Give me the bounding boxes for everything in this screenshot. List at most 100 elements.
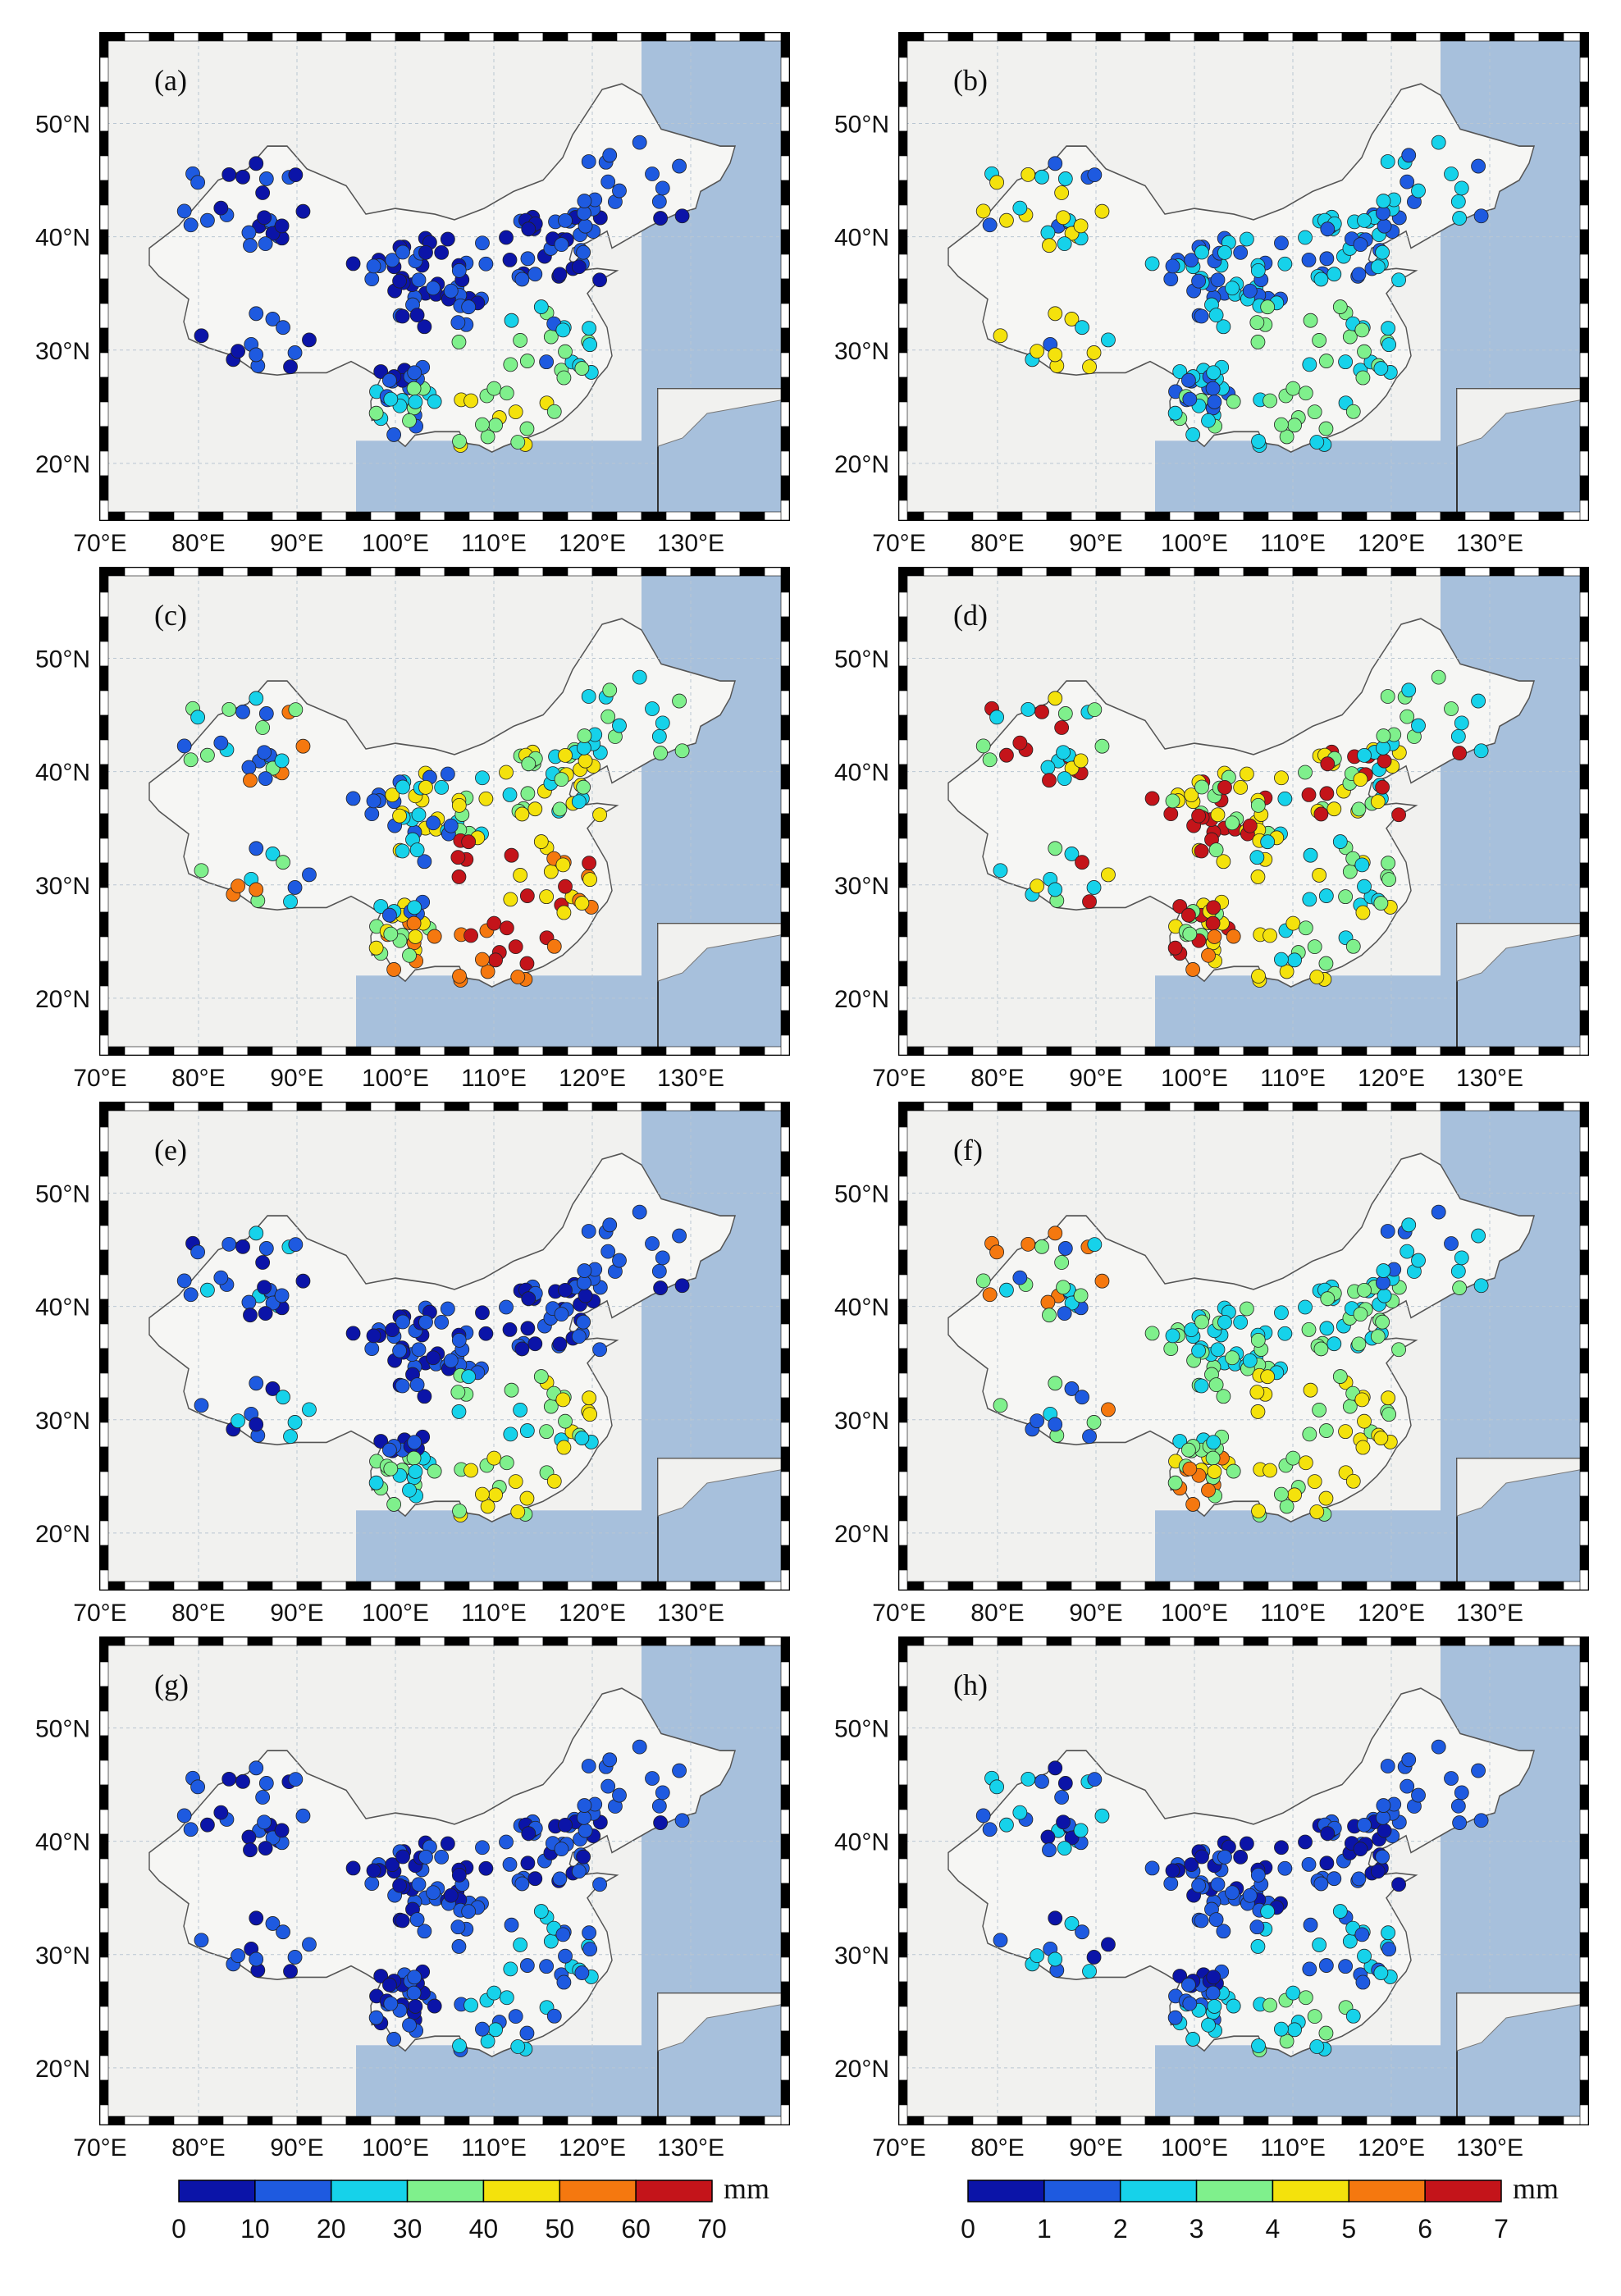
frame-tick <box>780 1710 790 1737</box>
frame-tick <box>1144 1581 1171 1591</box>
frame-tick <box>395 567 421 577</box>
station-dot <box>502 787 518 802</box>
station-dot <box>231 1413 245 1429</box>
frame-tick <box>99 377 109 403</box>
station-dot <box>1377 1823 1392 1838</box>
station-dot <box>999 1282 1014 1298</box>
lat-tick-label: 20°N <box>834 451 889 478</box>
station-dot <box>527 1336 543 1352</box>
colorbar-tick-label: 4 <box>1266 2214 1281 2244</box>
station-dot <box>674 743 690 759</box>
frame-tick <box>99 1883 109 1909</box>
frame-tick <box>898 1907 908 1933</box>
station-dot <box>434 779 450 795</box>
frame-tick <box>1579 665 1589 692</box>
station-dot <box>1319 251 1335 267</box>
frame-tick <box>1579 1446 1589 1472</box>
station-dot <box>645 167 660 181</box>
frame-tick <box>898 130 908 157</box>
frame-tick <box>665 2116 692 2125</box>
station-dot <box>1452 211 1468 226</box>
frame-tick <box>345 1636 372 1646</box>
station-dot <box>578 218 593 234</box>
station-dot <box>1201 413 1216 428</box>
frame-tick <box>616 1102 642 1111</box>
station-dot <box>539 1424 554 1440</box>
station-dot <box>1048 1226 1063 1241</box>
station-dot <box>366 1863 381 1878</box>
frame-tick <box>296 32 322 42</box>
frame-tick <box>148 1102 175 1111</box>
frame-tick <box>1579 764 1589 790</box>
station-dot <box>190 175 206 190</box>
frame-tick <box>780 936 790 962</box>
colorbar-unit: mm <box>1513 2172 1559 2205</box>
frame-tick <box>1579 1397 1589 1423</box>
frame-tick <box>99 1932 109 1958</box>
lat-tick-label: 20°N <box>834 1521 889 1548</box>
station-dot <box>1370 1329 1386 1344</box>
frame-tick <box>780 2055 790 2081</box>
station-dot <box>571 259 587 275</box>
station-dot <box>1217 1849 1232 1865</box>
station-dot <box>1250 1404 1266 1419</box>
lon-tick-label: 70°E <box>872 530 925 557</box>
frame-tick <box>395 511 421 521</box>
station-dot <box>243 773 258 788</box>
station-dot <box>258 171 274 186</box>
station-dot <box>1401 148 1417 163</box>
station-dot <box>1056 745 1071 760</box>
station-dot <box>475 2021 490 2037</box>
frame-tick <box>395 1102 421 1111</box>
frame-tick <box>345 511 372 521</box>
frame-tick <box>1218 1102 1244 1111</box>
frame-tick <box>780 788 790 815</box>
frame-tick <box>1095 1581 1121 1591</box>
frame-tick <box>173 1046 199 1056</box>
frame-tick <box>518 511 544 521</box>
frame-tick <box>1144 1636 1171 1646</box>
station-dot <box>1048 1760 1063 1776</box>
frame-tick <box>1317 1102 1343 1111</box>
station-dot <box>478 1326 494 1341</box>
lon-tick-label: 80°E <box>970 2134 1024 2161</box>
station-dot <box>1182 926 1198 942</box>
station-dot <box>1355 1440 1371 1455</box>
frame-tick <box>665 511 692 521</box>
station-dot <box>255 720 271 735</box>
frame-tick <box>345 1046 372 1056</box>
frame-tick <box>1169 511 1195 521</box>
frame-tick <box>1341 1581 1368 1591</box>
colorbar-bin <box>1195 2180 1274 2202</box>
station-dot <box>510 435 526 450</box>
station-dot <box>499 765 514 780</box>
station-dot <box>1377 1288 1392 1303</box>
frame-tick <box>1046 1581 1072 1591</box>
frame-tick <box>1317 32 1343 42</box>
station-dot <box>452 434 467 449</box>
frame-tick <box>1366 1102 1392 1111</box>
station-dot <box>672 158 687 174</box>
frame-tick <box>1579 450 1589 477</box>
station-dot <box>434 1849 450 1865</box>
station-dot <box>243 238 258 253</box>
frame-tick <box>173 567 199 577</box>
station-dot <box>368 405 384 421</box>
frame-tick <box>898 253 908 280</box>
frame-tick <box>1267 32 1294 42</box>
station-dot <box>235 1239 250 1254</box>
station-dot <box>1210 1342 1226 1358</box>
frame-tick <box>493 2116 519 2125</box>
station-dot <box>1239 1301 1254 1317</box>
frame-tick <box>690 1046 716 1056</box>
frame-tick <box>997 1046 1023 1056</box>
station-dot <box>411 807 427 823</box>
station-dot <box>407 1970 422 1985</box>
station-dot <box>1298 765 1313 780</box>
frame-tick <box>739 511 765 521</box>
station-dot <box>475 1486 490 1502</box>
station-dot <box>1239 231 1254 247</box>
station-dot <box>1320 1826 1336 1842</box>
station-dot <box>1376 194 1391 208</box>
station-dot <box>200 212 215 228</box>
